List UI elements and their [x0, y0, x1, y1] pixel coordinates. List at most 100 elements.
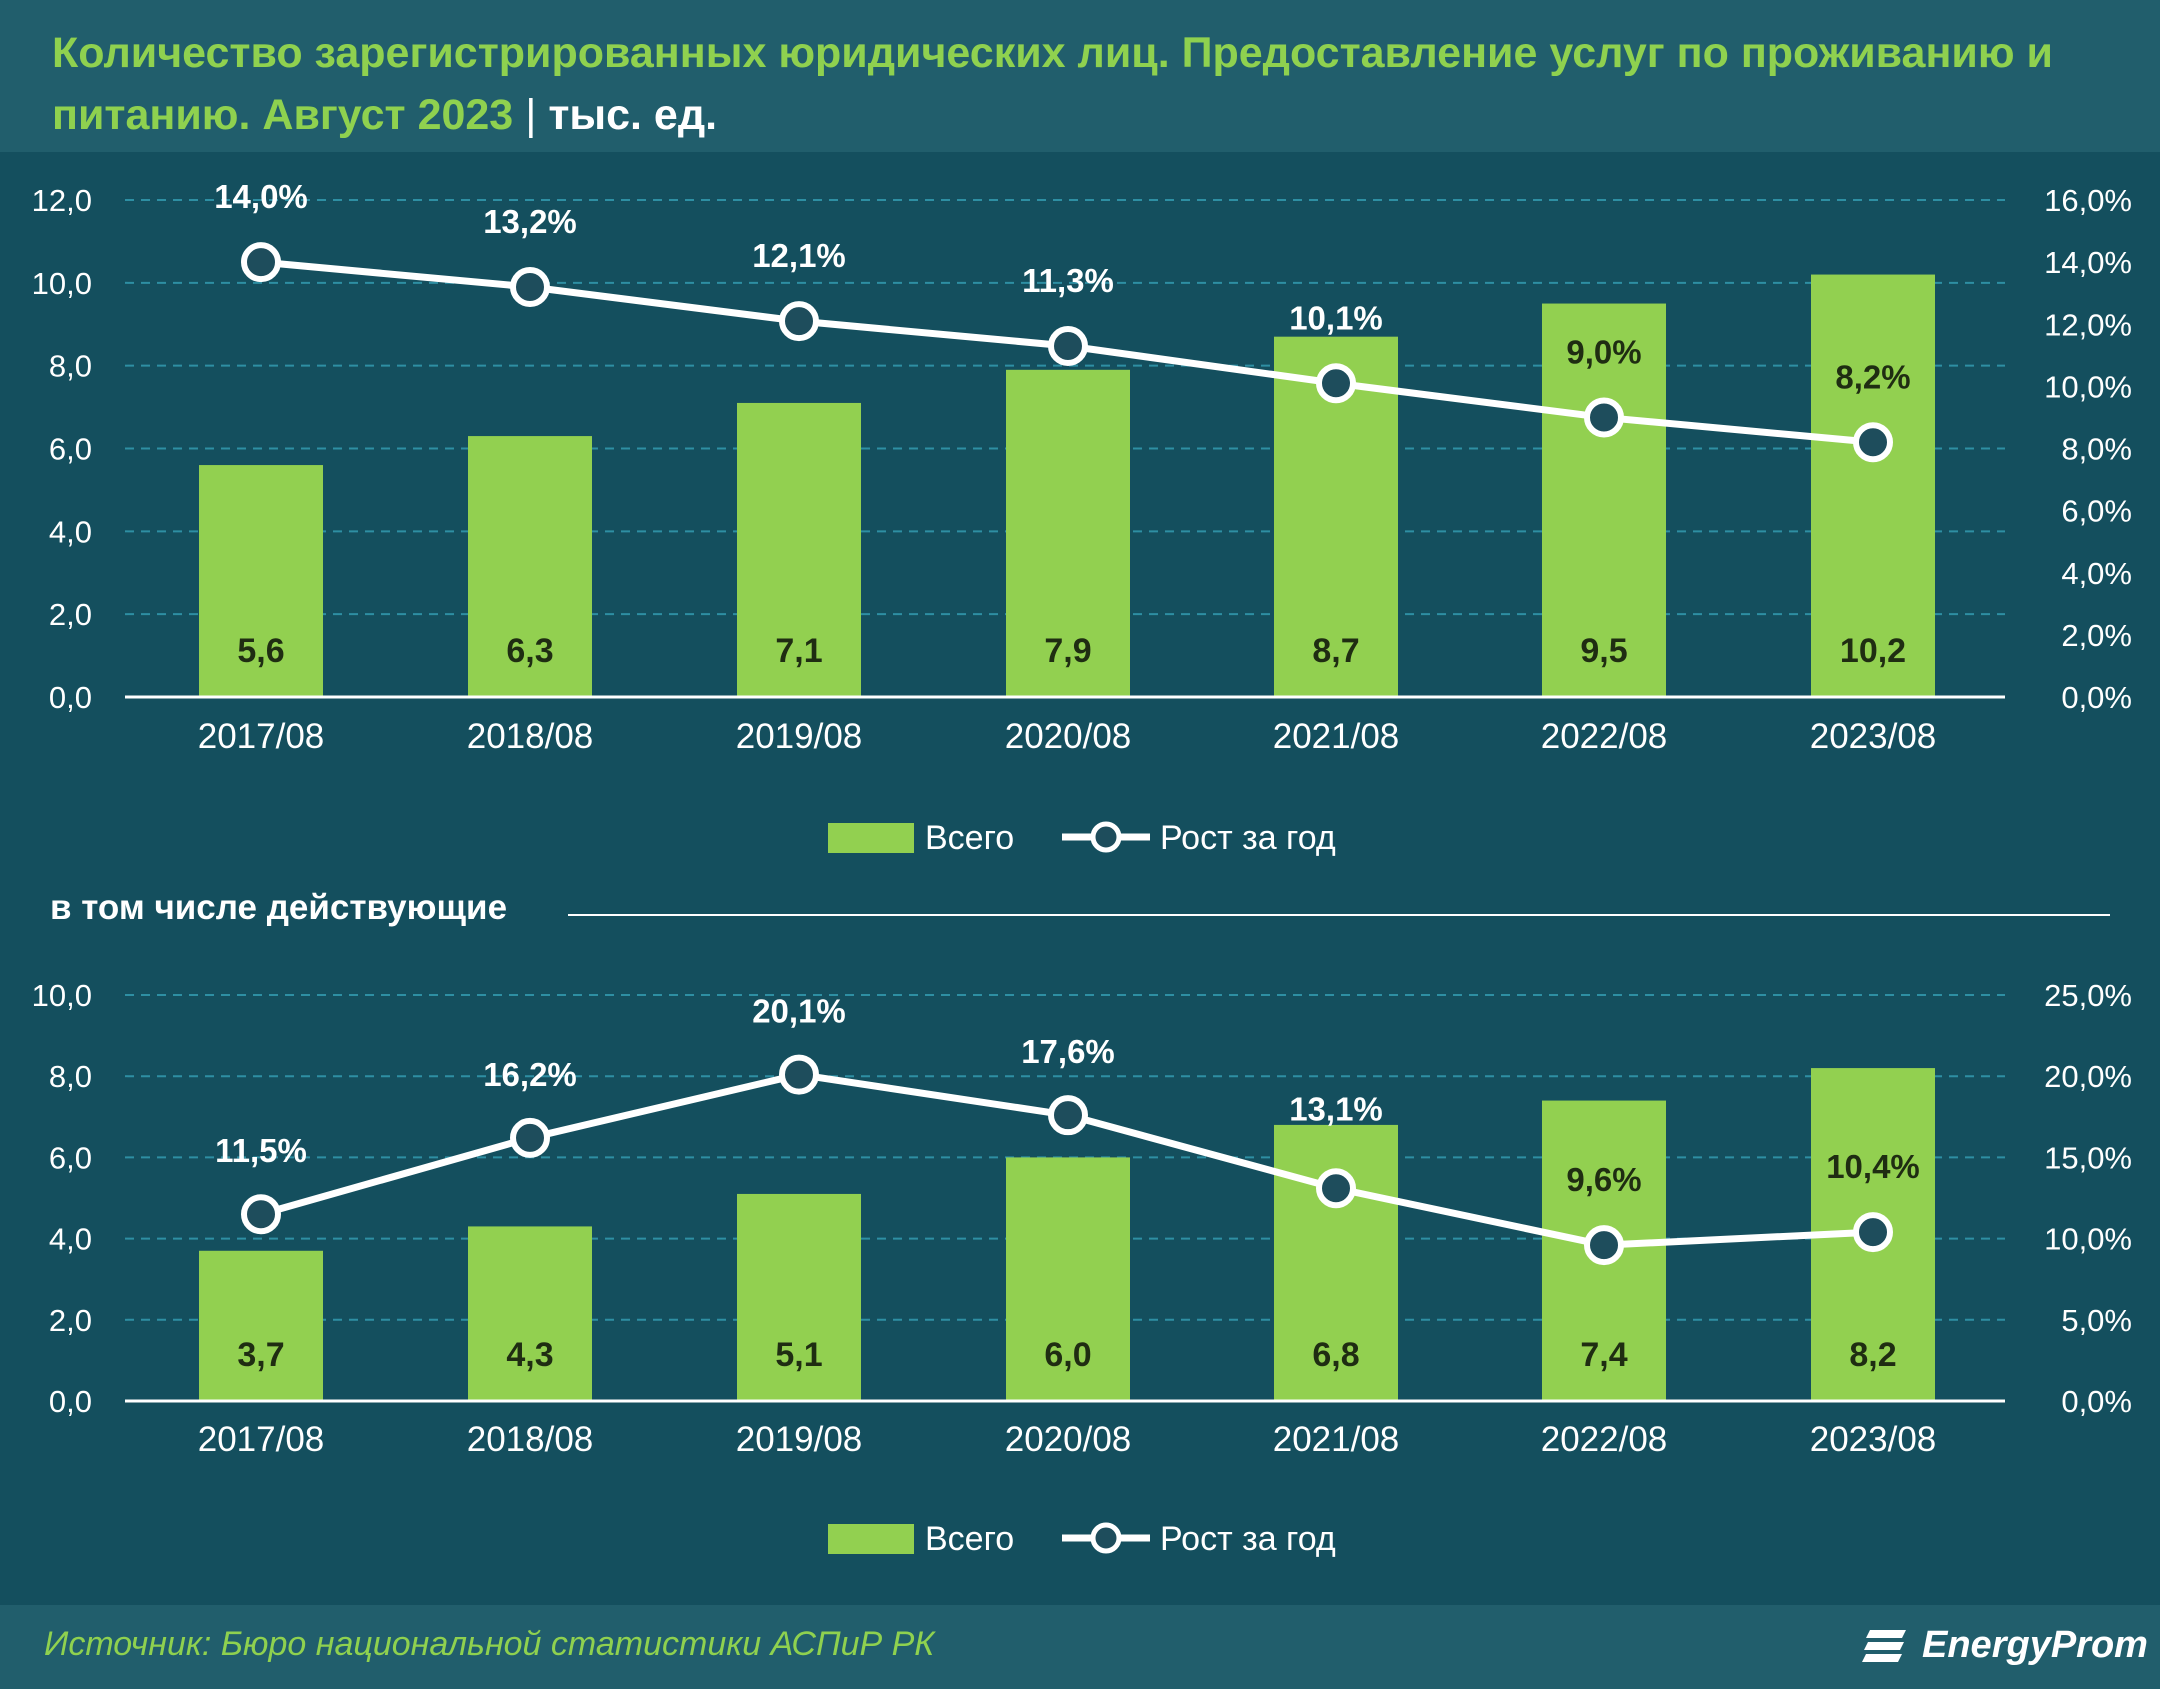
bar	[468, 436, 592, 697]
legend-bar-swatch	[828, 823, 914, 853]
bar	[199, 465, 323, 697]
y-left-tick-label: 2,0	[49, 597, 92, 632]
bar	[468, 1226, 592, 1401]
y-right-tick-label: 10,0%	[2044, 369, 2132, 404]
subheading-rule	[568, 914, 2110, 916]
growth-value-label: 9,6%	[1566, 1161, 1641, 1198]
x-tick-label: 2022/08	[1541, 1420, 1668, 1459]
growth-point	[241, 1194, 281, 1235]
growth-value-label: 10,1%	[1289, 299, 1383, 336]
bar	[1811, 274, 1935, 697]
bar-value-label: 6,8	[1312, 1336, 1359, 1374]
growth-value-label: 9,0%	[1566, 333, 1641, 370]
bar-value-label: 8,7	[1312, 632, 1359, 670]
y-left-tick-label: 6,0	[49, 432, 92, 467]
growth-point	[1316, 1168, 1356, 1209]
x-tick-label: 2019/08	[736, 1420, 863, 1459]
x-tick-label: 2017/08	[198, 1420, 325, 1459]
bar	[199, 1250, 323, 1401]
x-tick-label: 2021/08	[1273, 717, 1400, 756]
y-right-tick-label: 20,0%	[2044, 1059, 2132, 1094]
logo: EnergyProm	[1862, 1618, 2148, 1674]
source-note: Источник: Бюро национальной статистики А…	[44, 1625, 935, 1663]
growth-point	[1584, 397, 1624, 438]
x-tick-label: 2023/08	[1810, 717, 1937, 756]
y-right-tick-label: 4,0%	[2061, 556, 2132, 591]
y-left-tick-label: 0,0	[49, 680, 92, 715]
bar	[1006, 1157, 1130, 1401]
x-tick-label: 2023/08	[1810, 1420, 1937, 1459]
y-right-tick-label: 15,0%	[2044, 1140, 2132, 1175]
title-unit: тыс. ед.	[548, 91, 718, 139]
bar-value-label: 9,5	[1580, 632, 1627, 670]
header-band	[0, 0, 2160, 152]
bar-value-label: 7,4	[1580, 1336, 1627, 1374]
y-left-tick-label: 6,0	[49, 1140, 92, 1175]
growth-point	[510, 266, 550, 307]
bar-value-label: 7,9	[1044, 632, 1091, 670]
growth-value-label: 10,4%	[1826, 1148, 1920, 1185]
y-right-tick-label: 6,0%	[2061, 494, 2132, 529]
legend-line-label: Рост за год	[1160, 819, 1336, 857]
logo-text: EnergyProm	[1922, 1624, 2148, 1666]
bar	[1542, 303, 1666, 697]
bar-value-label: 6,0	[1044, 1336, 1091, 1374]
growth-point	[1853, 422, 1893, 463]
y-right-tick-label: 2,0%	[2061, 618, 2132, 653]
growth-value-label: 16,2%	[483, 1056, 577, 1093]
bar	[1006, 369, 1130, 697]
y-left-tick-label: 0,0	[49, 1384, 92, 1419]
x-tick-label: 2021/08	[1273, 1420, 1400, 1459]
x-tick-label: 2018/08	[467, 1420, 594, 1459]
x-tick-label: 2022/08	[1541, 717, 1668, 756]
title-main: Количество зарегистрированных юридически…	[52, 29, 2053, 139]
y-left-tick-label: 8,0	[49, 349, 92, 384]
y-right-tick-label: 10,0%	[2044, 1222, 2132, 1257]
bar-value-label: 10,2	[1840, 632, 1906, 670]
bar	[737, 402, 861, 697]
y-left-tick-label: 2,0	[49, 1303, 92, 1338]
bar-value-label: 6,3	[506, 632, 553, 670]
bar-value-label: 3,7	[237, 1336, 284, 1374]
y-right-tick-label: 14,0%	[2044, 245, 2132, 280]
bar	[737, 1193, 861, 1401]
x-tick-label: 2020/08	[1005, 1420, 1132, 1459]
y-left-tick-label: 8,0	[49, 1059, 92, 1094]
growth-point	[779, 1054, 819, 1095]
title-separator: |	[525, 91, 537, 139]
growth-value-label: 11,5%	[215, 1132, 307, 1169]
legend-bar-swatch	[828, 1524, 914, 1554]
growth-value-label: 13,1%	[1289, 1090, 1383, 1127]
energyprom-logo-icon	[1862, 1630, 1906, 1662]
growth-point	[1316, 363, 1356, 404]
bar-value-label: 8,2	[1849, 1336, 1896, 1374]
growth-value-label: 12,1%	[752, 237, 846, 274]
y-right-tick-label: 16,0%	[2044, 183, 2132, 218]
footer-band	[0, 1605, 2160, 1689]
bar-value-label: 4,3	[506, 1336, 553, 1374]
bar-value-label: 5,1	[775, 1336, 822, 1374]
x-tick-label: 2017/08	[198, 717, 325, 756]
growth-value-label: 8,2%	[1835, 358, 1910, 395]
subheading: в том числе действующие	[50, 888, 508, 927]
y-left-tick-label: 4,0	[49, 514, 92, 549]
growth-point	[241, 242, 281, 283]
growth-value-label: 13,2%	[483, 203, 577, 240]
growth-value-label: 20,1%	[752, 993, 846, 1030]
x-tick-label: 2019/08	[736, 717, 863, 756]
bar-value-label: 5,6	[237, 632, 284, 670]
growth-point	[1048, 325, 1088, 366]
growth-value-label: 14,0%	[214, 178, 308, 215]
growth-value-label: 11,3%	[1022, 262, 1114, 299]
y-left-tick-label: 4,0	[49, 1222, 92, 1257]
growth-point	[779, 301, 819, 342]
growth-point	[1584, 1225, 1624, 1266]
y-right-tick-label: 5,0%	[2061, 1303, 2132, 1338]
legend-bar-label: Всего	[925, 819, 1014, 857]
legend-line-marker	[1090, 821, 1122, 853]
y-left-tick-label: 10,0	[32, 266, 92, 301]
legend-line-marker	[1090, 1522, 1122, 1554]
x-tick-label: 2018/08	[467, 717, 594, 756]
y-right-tick-label: 12,0%	[2044, 307, 2132, 342]
